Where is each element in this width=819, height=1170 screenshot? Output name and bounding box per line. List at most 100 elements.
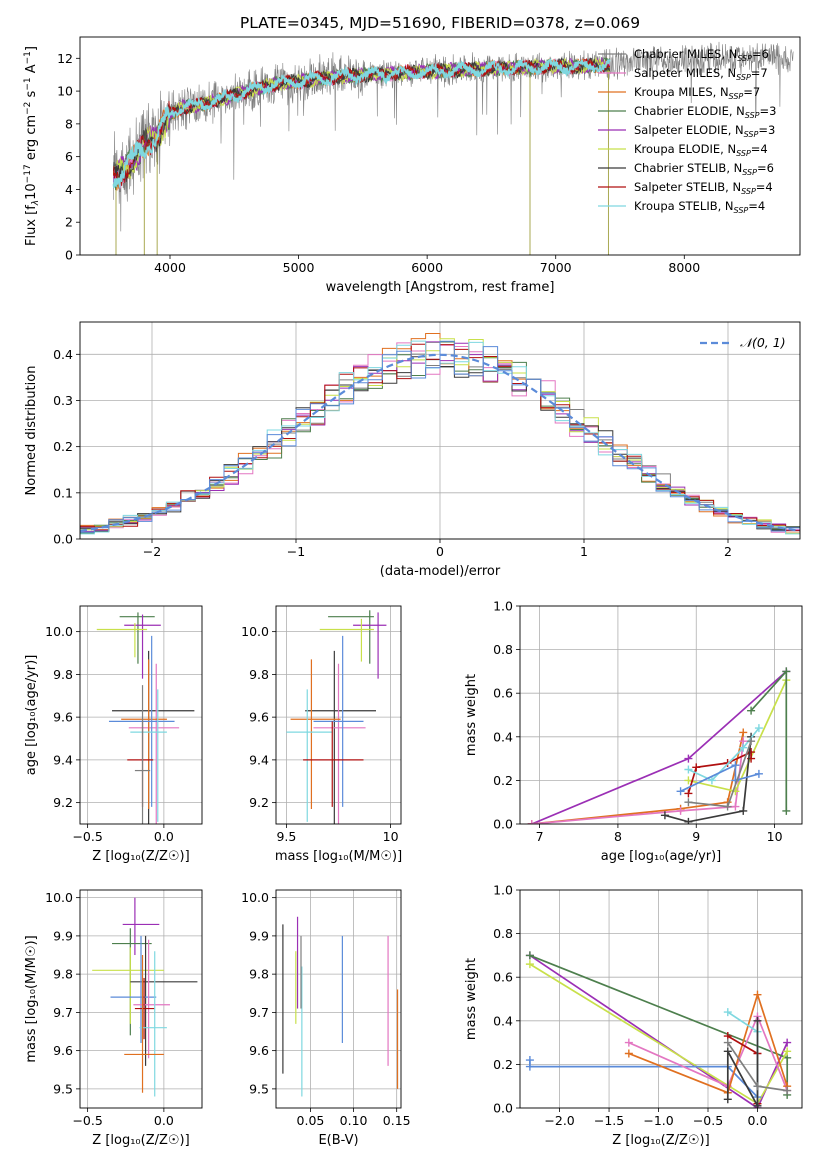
legend-sub: SSP — [734, 206, 749, 215]
errorbar-point — [122, 897, 160, 956]
errorbar-point — [313, 635, 364, 807]
errorbar-point — [130, 689, 167, 822]
weight-marker — [692, 763, 701, 772]
y-tick-label: 0.6 — [493, 970, 513, 985]
errorbar-point — [110, 935, 157, 1043]
weight-marker — [684, 798, 693, 807]
spectrum-ticks: 4000 5000 6000 7000 8000 0 2 4 6 8 10 12 — [57, 51, 700, 275]
weight-series-krou_miles — [628, 991, 789, 1094]
errorbar-point — [319, 618, 374, 662]
y-tick-label: 0 — [65, 248, 73, 263]
y-tick-label: 4 — [65, 182, 73, 197]
x-tick-label: 1 — [580, 544, 588, 559]
axes-frame — [519, 605, 803, 825]
y-tick-label: 0.0 — [493, 817, 513, 832]
y-axis-label: mass weight — [464, 674, 479, 756]
weight-marker — [754, 724, 763, 733]
weight-marker — [525, 951, 534, 960]
y-tick-label: 9.6 — [249, 710, 269, 725]
y-tick-label: 9.2 — [249, 795, 269, 810]
weight-marker — [684, 754, 693, 763]
weight-marker — [747, 737, 756, 746]
legend-label: Kroupa MILES, NSSP=7 — [634, 85, 760, 101]
legend-sub: SSP — [741, 187, 756, 196]
age_vs_mass-errorbars — [286, 610, 387, 824]
ylabel-sup: −1 — [23, 51, 33, 64]
y-tick-label: 0.2 — [493, 1057, 513, 1072]
weight-marker — [731, 761, 740, 770]
weight-marker — [624, 1038, 633, 1047]
weight-marker — [739, 743, 748, 752]
y-tick-label: 10 — [57, 84, 73, 99]
axes-frame — [79, 321, 801, 540]
x-axis-label: age [log₁₀(age/yr)] — [601, 849, 722, 864]
weight_vs_z-series — [525, 951, 792, 1108]
errorbar-point — [134, 977, 155, 1040]
weight-marker — [739, 806, 748, 815]
weight-marker — [723, 1047, 732, 1056]
legend-label: 𝒩(0, 1) — [740, 335, 786, 350]
y-tick-label: 0.2 — [53, 439, 73, 454]
x-tick-label: −0.5 — [72, 829, 102, 844]
errorbar-point — [128, 663, 180, 824]
legend-sub: SSP — [742, 168, 757, 177]
weight-series-krou_elodie — [688, 679, 788, 793]
y-tick-label: 9.6 — [249, 1043, 269, 1058]
ylabel-sup: −1 — [23, 77, 33, 90]
legend-sub: SSP — [745, 111, 760, 120]
weight-marker — [624, 1049, 633, 1058]
y-tick-label: 0.8 — [493, 926, 513, 941]
errorbar-point — [96, 623, 148, 658]
weight-marker — [754, 769, 763, 778]
residuals-legend: 𝒩(0, 1) — [700, 335, 786, 350]
y-tick-label: 9.5 — [249, 1081, 269, 1096]
legend-suffix: =7 — [743, 85, 760, 99]
spectrum-panel: 4000 5000 6000 7000 8000 0 2 4 6 8 10 12 wavelength … — [23, 36, 801, 295]
weight-series-blue — [680, 763, 760, 793]
legend-suffix: =3 — [758, 123, 775, 137]
y-tick-label: 9.4 — [53, 752, 73, 767]
x-axis-label: Z [log₁₀(Z/Z☉)] — [92, 1133, 189, 1148]
weight-marker — [731, 802, 740, 811]
errorbar-point — [127, 721, 154, 807]
ylabel-sup: −2 — [23, 102, 33, 115]
weight-marker — [723, 1095, 732, 1104]
weight-marker — [684, 789, 693, 798]
weight-marker — [723, 1038, 732, 1047]
errorbar-point — [328, 610, 374, 664]
y-tick-label: 1.0 — [493, 599, 513, 614]
x-tick-label: 0.0 — [748, 1113, 768, 1128]
legend-label: Kroupa STELIB, NSSP=4 — [634, 199, 765, 215]
weight-marker — [753, 1101, 762, 1108]
y-tick-label: 9.8 — [249, 667, 269, 682]
legend-suffix: =4 — [751, 142, 768, 156]
axes-frame — [79, 36, 801, 256]
x-tick-label: −0.5 — [72, 1113, 102, 1128]
weight-marker — [525, 1062, 534, 1071]
x-tick-label: 8000 — [668, 260, 700, 275]
x-tick-label: 0.10 — [340, 1113, 368, 1128]
errorbar-point — [133, 939, 170, 1059]
x-tick-label: 9 — [692, 829, 700, 844]
weight-marker — [684, 817, 693, 824]
weight-marker — [747, 706, 756, 715]
y-tick-label: 0.8 — [493, 642, 513, 657]
x-axis-label: Z [log₁₀(Z/Z☉)] — [92, 849, 189, 864]
x-tick-label: −1 — [287, 544, 305, 559]
age_vs_z-ticks: −0.5 0.0 9.2 9.4 9.6 9.8 10.0 — [45, 624, 174, 844]
y-tick-label: 9.6 — [53, 1043, 73, 1058]
y-tick-label: 0.0 — [493, 1101, 513, 1116]
errorbar-point — [108, 635, 175, 807]
legend-sub: SSP — [744, 130, 759, 139]
ylabel-part: erg cm — [24, 115, 39, 164]
mass_vs_ebv-errorbars — [282, 916, 399, 1097]
y-axis-label: age [log₁₀(age/yr)] — [24, 655, 39, 776]
errorbar-point — [290, 659, 341, 810]
legend-sub: SSP — [729, 92, 744, 101]
x-tick-label: 7000 — [540, 260, 572, 275]
y-tick-label: 6 — [65, 149, 73, 164]
legend-suffix: =4 — [748, 199, 765, 213]
x-tick-label: 6000 — [411, 260, 443, 275]
age_vs_z-panel: −0.5 0.0 9.2 9.4 9.6 9.8 10.0 Z [log₁₀(Z/Z☉)] ag… — [24, 605, 203, 864]
y-tick-label: 12 — [57, 51, 73, 66]
